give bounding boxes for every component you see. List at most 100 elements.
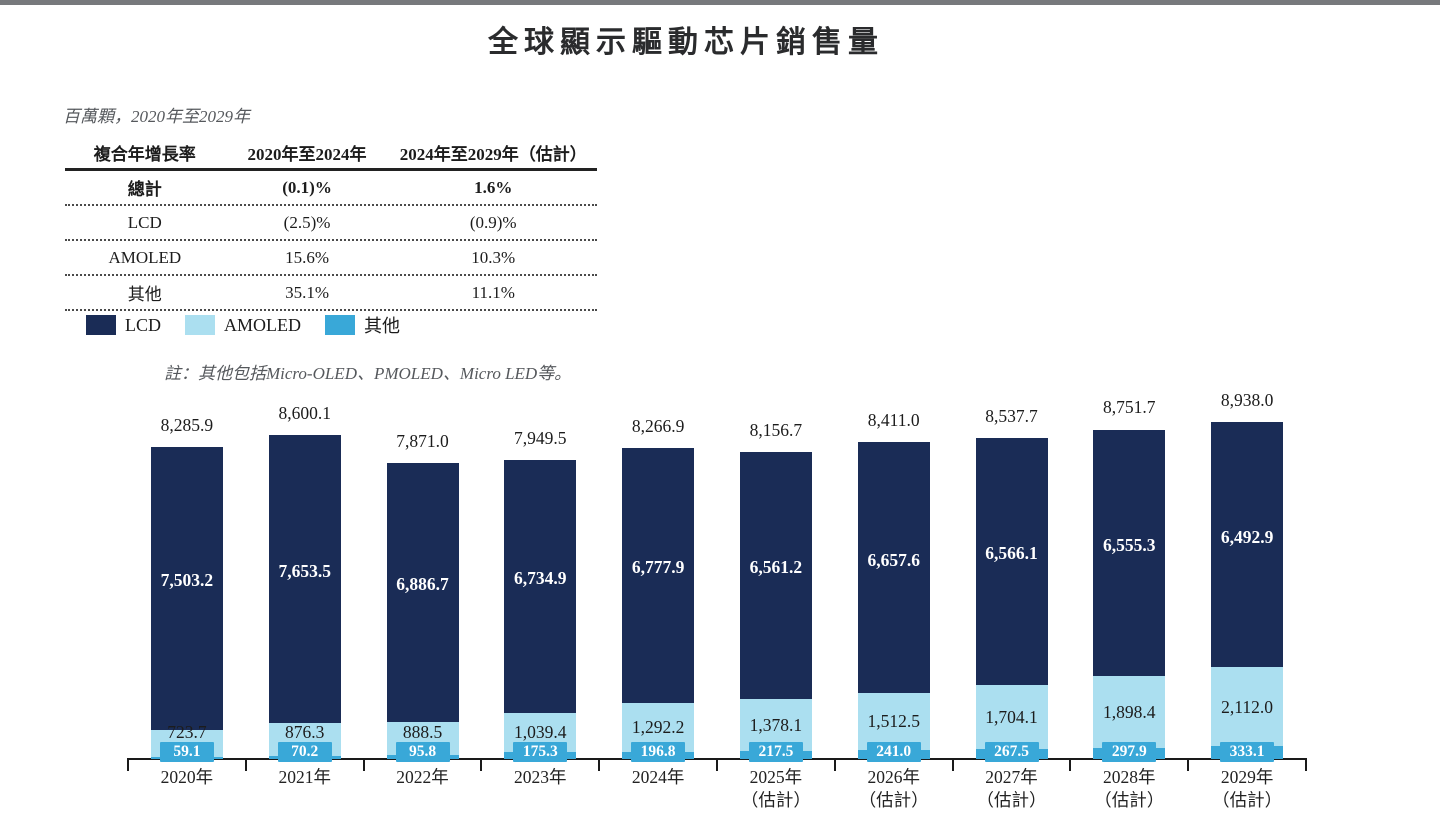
x-axis-tick	[480, 758, 483, 771]
bar-segment-lcd	[857, 442, 930, 693]
bar-total-label: 8,266.9	[631, 415, 685, 436]
x-axis-category-label: 2023年	[514, 767, 567, 787]
cagr-header-period2: 2024年至2029年（估計）	[399, 145, 587, 164]
bar-amoled-label: 1,704.1	[985, 706, 1038, 727]
bar-other-badge: 241.0	[866, 742, 921, 762]
legend-label-other: 其他	[364, 316, 400, 336]
bar-total-label: 8,156.7	[749, 419, 803, 440]
x-axis-category-sublabel: （估計）	[976, 790, 1047, 810]
bar-amoled-label: 723.7	[167, 722, 207, 742]
bar-total-label: 8,751.7	[1103, 397, 1156, 418]
bar-other-badge: 333.1	[1220, 742, 1275, 762]
cagr-row-label: LCD	[127, 212, 162, 232]
x-axis-category-label: 2022年	[396, 767, 449, 787]
bar-lcd-label: 6,777.9	[631, 557, 685, 578]
bar-other-badge: 217.5	[748, 742, 803, 762]
bar-segment-lcd	[504, 459, 577, 714]
x-axis-category-sublabel: （估計）	[858, 790, 929, 810]
chart-title: 全球顯示驅動芯片銷售量	[488, 26, 884, 59]
bar-segment-lcd	[1211, 422, 1284, 667]
x-axis-category-label: 2029年 （估計）	[1177, 766, 1317, 812]
cagr-header-period1: 2020年至2024年	[247, 145, 367, 164]
bar-lcd-label: 6,492.9	[1220, 526, 1274, 547]
bar-segment-lcd	[1093, 429, 1166, 677]
bar-segment-lcd	[622, 447, 695, 703]
x-axis-tick	[716, 758, 718, 771]
x-axis-tick	[362, 758, 365, 771]
x-axis-tick	[833, 758, 836, 771]
chart-subtitle: 百萬顆，2020年至2029年	[63, 107, 250, 126]
bar-lcd-label: 6,886.7	[396, 574, 449, 595]
cagr-row-label: 其他	[127, 285, 162, 304]
bar-amoled-label: 876.3	[285, 722, 325, 742]
x-axis-tick	[127, 758, 129, 771]
legend-swatch-lcd	[86, 315, 116, 335]
bar-lcd-label: 6,657.6	[867, 549, 920, 570]
bar-amoled-label: 1,898.4	[1103, 702, 1156, 723]
bar-amoled-label: 1,039.4	[514, 722, 567, 742]
x-axis-category-label: 2025年 （估計）	[706, 766, 846, 812]
legend-label-lcd: LCD	[125, 314, 161, 335]
x-axis-category-label: 2021年	[278, 767, 331, 787]
cagr-row-value1: (0.1)%	[282, 177, 332, 197]
x-axis-category-label: 2027年 （估計）	[942, 766, 1082, 812]
bar-segment-amoled	[857, 692, 930, 750]
x-axis-category-label: 2024年	[631, 767, 685, 787]
cagr-row-lcd: LCD (2.5)% (0.9)%	[65, 206, 597, 241]
bar-segment-amoled	[975, 684, 1048, 749]
legend-swatch-other	[325, 315, 355, 335]
bar-amoled-label: 888.5	[402, 722, 443, 742]
bar-lcd-label: 6,555.3	[1103, 534, 1156, 555]
bar-lcd-label: 7,503.2	[160, 570, 214, 591]
bar-other-badge: 267.5	[984, 742, 1039, 762]
bar-lcd-label: 6,734.9	[514, 568, 567, 589]
cagr-row-value2: (0.9)%	[469, 212, 517, 232]
cagr-table-header: 複合年增長率 2020年至2024年 2024年至2029年（估計）	[65, 137, 597, 171]
bar-segment-lcd	[386, 462, 459, 722]
bar-segment-amoled	[1093, 676, 1166, 748]
cagr-row-value2: 11.1%	[471, 282, 515, 302]
x-axis-tick	[1187, 758, 1190, 771]
x-axis-category-sublabel: （估計）	[1094, 790, 1165, 810]
cagr-row-amoled: AMOLED 15.6% 10.3%	[65, 241, 597, 276]
bar-other-badge: 297.9	[1102, 742, 1157, 762]
bar-other-badge: 196.8	[631, 742, 686, 762]
bar-lcd-label: 6,561.2	[749, 557, 803, 578]
bar-total-label: 7,949.5	[514, 427, 567, 448]
bar-total-label: 8,537.7	[985, 405, 1038, 426]
bar-segment-lcd	[268, 435, 341, 724]
x-axis-tick	[1305, 758, 1307, 771]
cagr-row-value2: 1.6%	[474, 177, 513, 197]
bar-segment-lcd	[739, 451, 812, 699]
bar-other-badge: 59.1	[159, 742, 214, 762]
cagr-row-value1: 15.6%	[285, 247, 329, 267]
bar-amoled-label: 1,512.5	[867, 711, 920, 732]
cagr-row-other: 其他 35.1% 11.1%	[65, 276, 597, 311]
bar-total-label: 8,411.0	[867, 410, 920, 431]
bar-lcd-label: 7,653.5	[278, 561, 331, 582]
bar-segment-lcd	[975, 437, 1048, 685]
x-axis-category-sublabel: （估計）	[740, 790, 811, 810]
bar-segment-amoled	[1211, 666, 1284, 747]
cagr-row-value1: 35.1%	[285, 282, 329, 302]
bar-other-badge: 70.2	[277, 742, 332, 762]
legend-swatch-amoled	[185, 315, 215, 335]
bar-total-label: 8,285.9	[160, 415, 214, 436]
bar-total-label: 7,871.0	[396, 430, 449, 451]
cagr-table: 複合年增長率 2020年至2024年 2024年至2029年（估計） 總計 (0…	[65, 137, 597, 311]
x-axis-category-label: 2026年 （估計）	[824, 766, 964, 812]
x-axis-tick	[1069, 758, 1072, 771]
cagr-row-label: AMOLED	[108, 247, 182, 267]
bar-amoled-label: 2,112.0	[1221, 696, 1274, 717]
cagr-row-total: 總計 (0.1)% 1.6%	[65, 171, 597, 206]
bar-amoled-label: 1,378.1	[749, 714, 803, 735]
x-axis-tick	[598, 758, 601, 771]
chart-footnote: 註：其他包括Micro-OLED、PMOLED、Micro LED等。	[164, 364, 572, 383]
cagr-row-value1: (2.5)%	[283, 212, 331, 232]
x-axis-category-label: 2028年 （估計）	[1059, 766, 1199, 812]
x-axis-category-label: 2020年	[160, 767, 214, 787]
legend-label-amoled: AMOLED	[224, 314, 301, 335]
cagr-header-metric: 複合年增長率	[93, 145, 196, 164]
